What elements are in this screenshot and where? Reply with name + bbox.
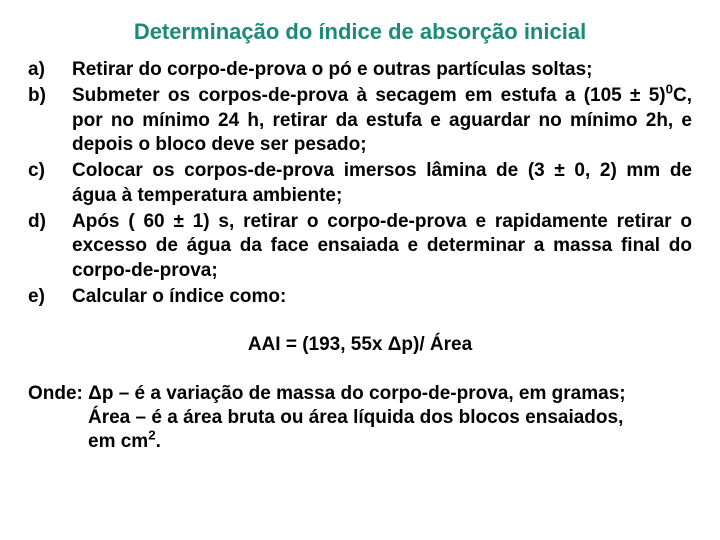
list-item: a)Retirar do corpo-de-prova o pó e outra… <box>28 58 692 82</box>
legend-line: Área – é a área bruta ou área líquida do… <box>28 406 692 430</box>
legend-line: Onde: Δp – é a variação de massa do corp… <box>28 382 692 406</box>
formula: AAI = (193, 55x Δp)/ Área <box>28 333 692 357</box>
procedure-list: a)Retirar do corpo-de-prova o pó e outra… <box>28 58 692 309</box>
item-text: Após ( 60 ± 1) s, retirar o corpo-de-pro… <box>72 210 692 283</box>
page-title: Determinação do índice de absorção inici… <box>28 18 692 46</box>
item-text: Submeter os corpos-de-prova à secagem em… <box>72 84 692 157</box>
slide-page: Determinação do índice de absorção inici… <box>0 0 720 455</box>
list-item: d)Após ( 60 ± 1) s, retirar o corpo-de-p… <box>28 210 692 283</box>
item-label: c) <box>28 159 72 183</box>
item-label: d) <box>28 210 72 234</box>
item-text: Retirar do corpo-de-prova o pó e outras … <box>72 58 692 82</box>
item-text: Colocar os corpos-de-prova imersos lâmin… <box>72 159 692 208</box>
legend-line: em cm2. <box>28 430 692 454</box>
list-item: c)Colocar os corpos-de-prova imersos lâm… <box>28 159 692 208</box>
item-label: a) <box>28 58 72 82</box>
item-label: b) <box>28 84 72 108</box>
item-text: Calcular o índice como: <box>72 285 692 309</box>
list-item: b)Submeter os corpos-de-prova à secagem … <box>28 84 692 157</box>
list-item: e)Calcular o índice como: <box>28 285 692 309</box>
legend-block: Onde: Δp – é a variação de massa do corp… <box>28 382 692 455</box>
item-label: e) <box>28 285 72 309</box>
